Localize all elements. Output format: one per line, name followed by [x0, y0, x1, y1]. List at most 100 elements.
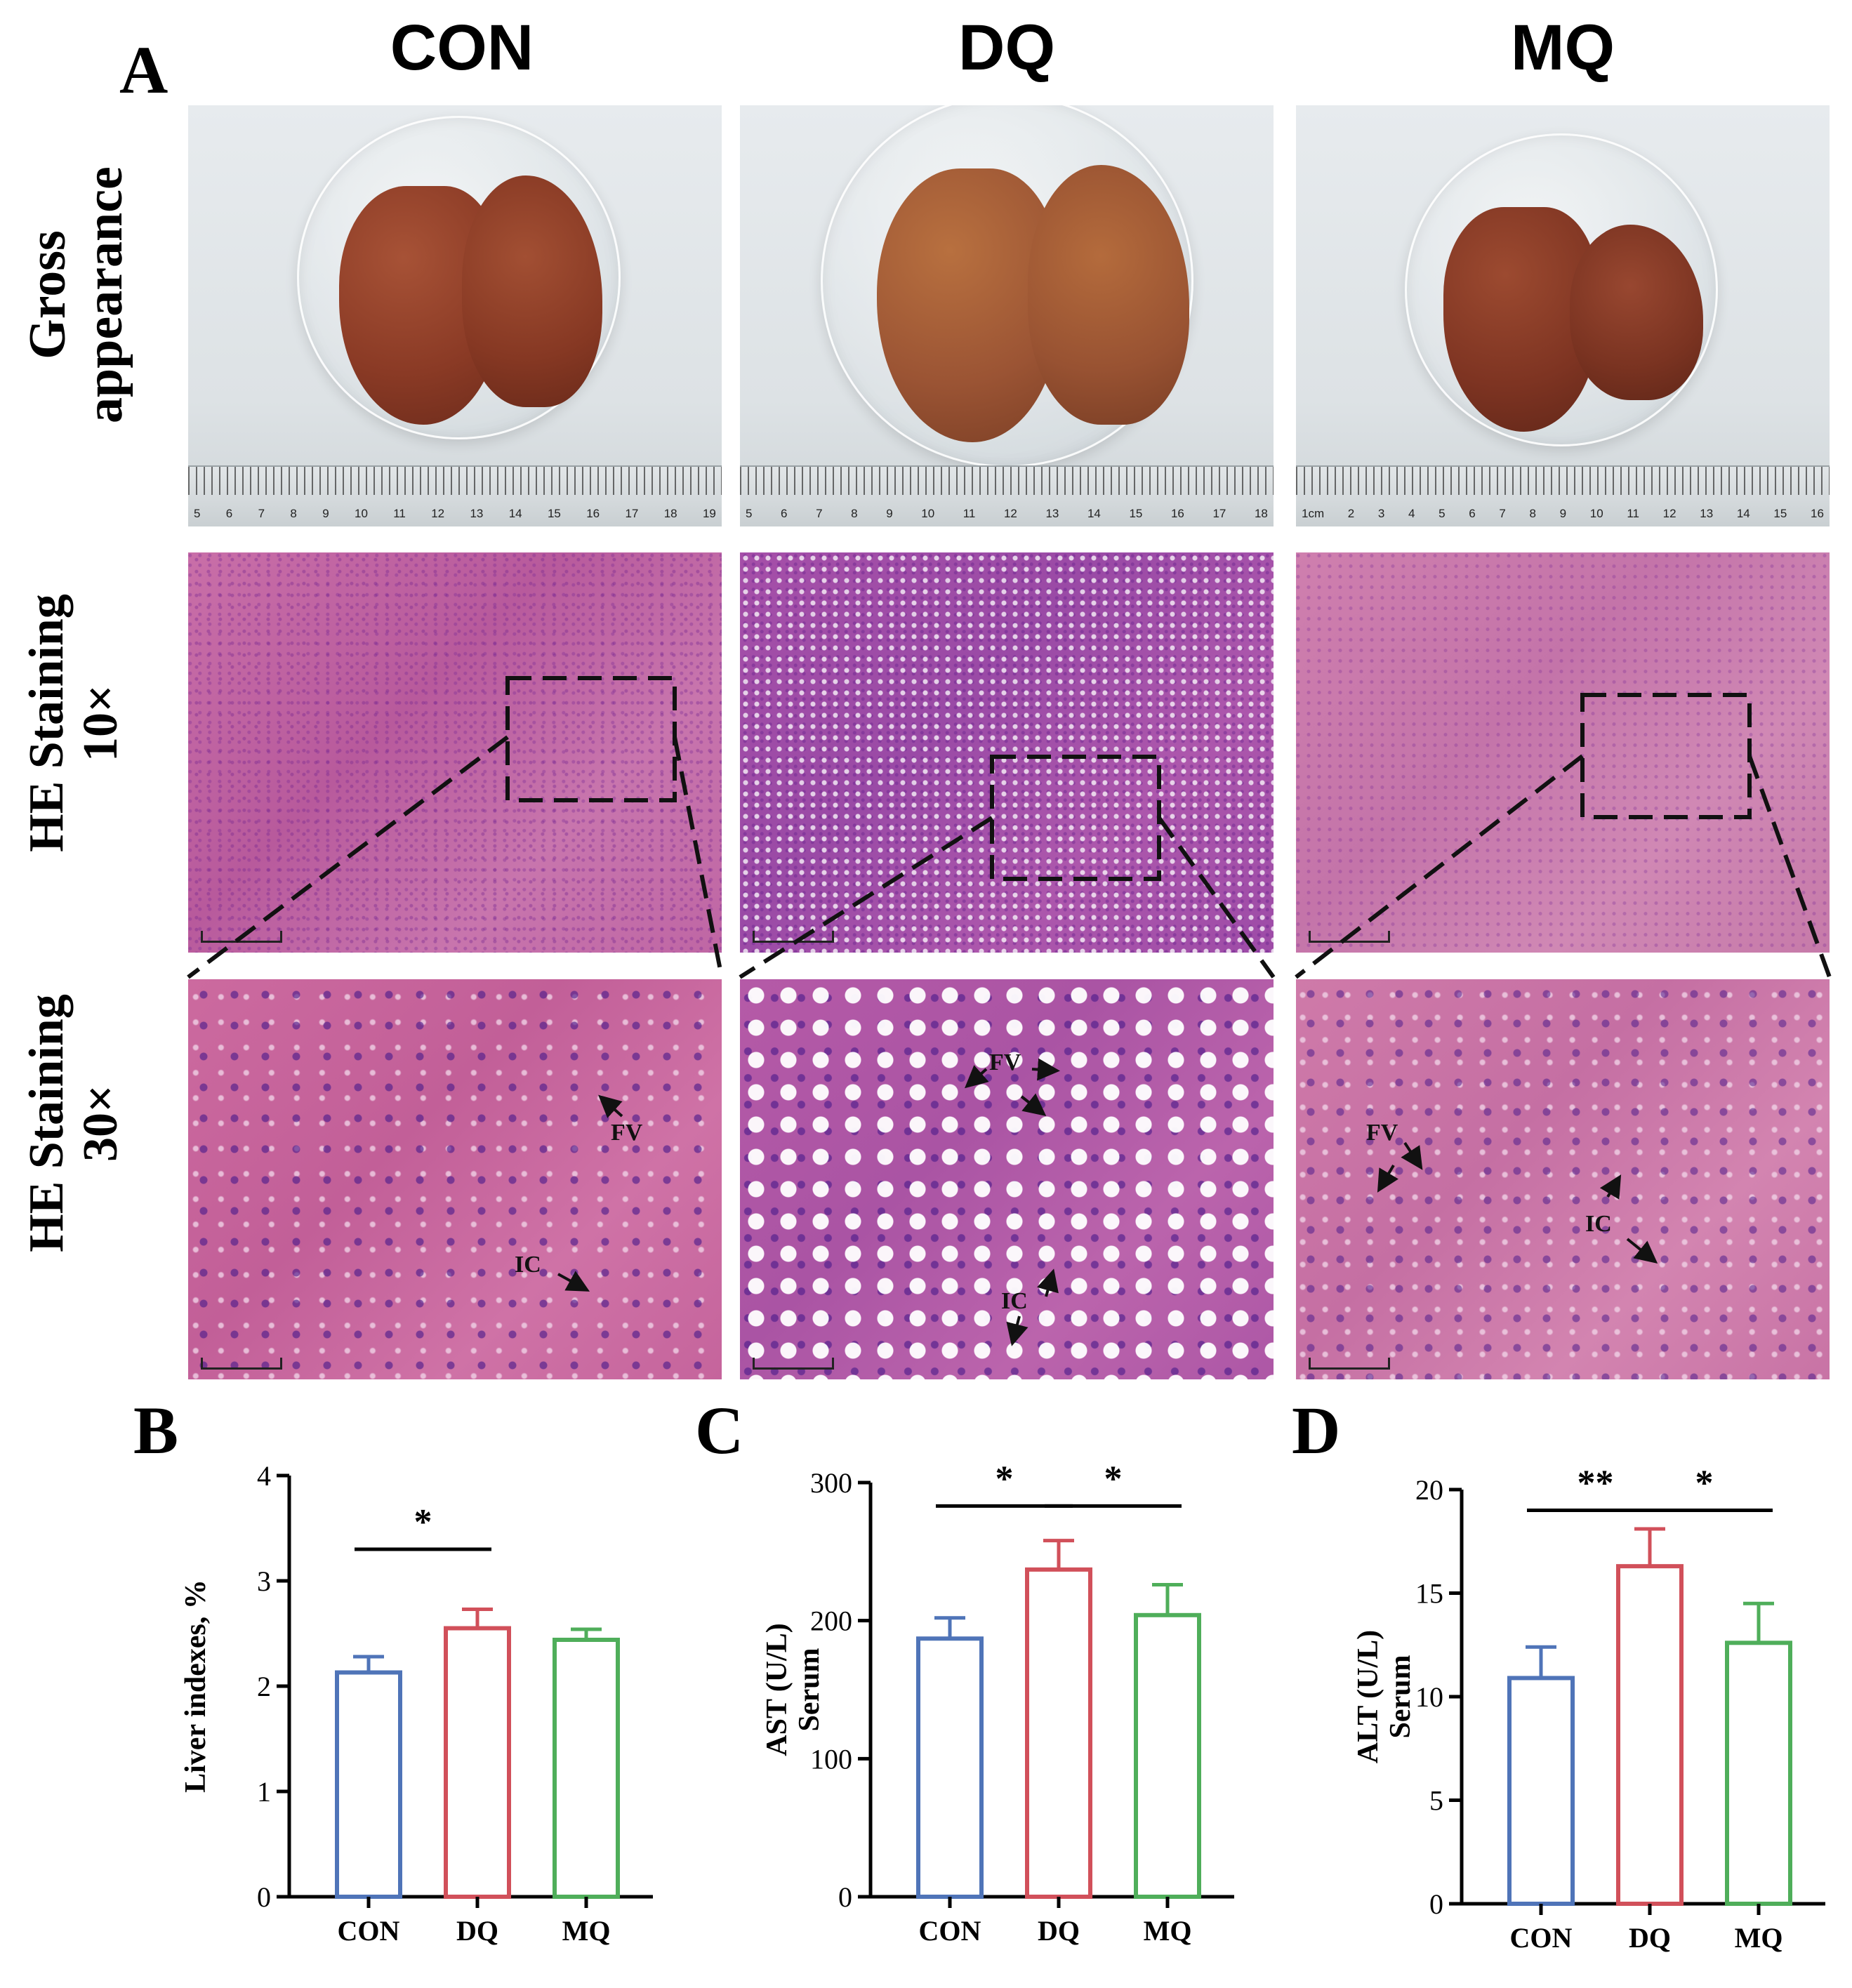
scale-bar: [1309, 931, 1390, 943]
group-title-con: CON: [390, 12, 534, 84]
y-tick-label: 2: [257, 1671, 271, 1702]
liver-lobe: [462, 175, 602, 407]
y-tick-label: 1: [257, 1776, 271, 1808]
ruler-number: 13: [470, 507, 484, 520]
gross-image-dq: 5 6 7 8 9 10 11 12 13 14 15 16 17 18: [740, 105, 1274, 526]
y-tick-label: 3: [257, 1565, 271, 1597]
y-axis-label: Liver indexes, %: [180, 1579, 212, 1793]
zoom-line: [1295, 754, 1584, 979]
scale-bar: [201, 1358, 282, 1370]
gross-image-mq: 1cm 2 3 4 5 6 7 8 9 10 11 12 13 14 15 16: [1296, 105, 1830, 526]
y-tick-label: 10: [1415, 1681, 1443, 1713]
ruler-number: 9: [322, 507, 329, 520]
zoom-line: [1157, 816, 1276, 979]
y-tick-label: 0: [1429, 1888, 1443, 1920]
arrow-ic: [1006, 1316, 1028, 1346]
annotation-ic: IC: [515, 1252, 541, 1278]
arrow-ic: [1626, 1238, 1658, 1264]
ruler-number: 13: [1045, 507, 1059, 520]
ruler-number: 17: [1212, 507, 1226, 520]
bar-con: [335, 1670, 402, 1899]
ruler-number: 1cm: [1302, 507, 1325, 520]
ruler-number: 10: [921, 507, 935, 520]
group-title-dq: DQ: [958, 12, 1055, 84]
ruler-number: 12: [1662, 507, 1676, 520]
he-30x-image-con: FV IC: [188, 979, 722, 1379]
annotation-ic: IC: [1585, 1211, 1612, 1237]
x-tick-label: MQ: [1735, 1922, 1783, 1954]
ruler-number: 14: [508, 507, 522, 520]
chart-c: C 0 100 200 300 AST (U/L) Serum CON DQ MQ * *: [695, 1397, 1234, 1947]
zoom-line: [1747, 755, 1832, 979]
chart-b: B 0 1 2 3 4 Liver indexes, % CON DQ MQ *: [133, 1397, 653, 1947]
ruler-number: 7: [1499, 507, 1506, 520]
arrow-fv: [598, 1094, 623, 1118]
bar-dq: [1025, 1567, 1092, 1899]
ruler-number: 10: [354, 507, 368, 520]
bar-mq: [1134, 1612, 1201, 1899]
arrow-ic: [1599, 1174, 1622, 1200]
ruler-number: 6: [225, 507, 233, 520]
scale-bar: [1309, 1358, 1390, 1370]
arrow-fv: [1401, 1141, 1423, 1170]
x-tick-label: DQ: [1038, 1915, 1080, 1947]
group-title-mq: MQ: [1510, 12, 1615, 84]
arrow-fv: [964, 1065, 989, 1089]
zoom-line: [187, 735, 509, 979]
ruler-number: 10: [1589, 507, 1603, 520]
ruler-number: 15: [1773, 507, 1787, 520]
ruler-number: 15: [547, 507, 561, 520]
ruler-number: 6: [1469, 507, 1476, 520]
panel-letter: B: [133, 1397, 178, 1468]
he-10x-image-dq: [740, 552, 1274, 953]
significance-label: *: [996, 1459, 1014, 1499]
scale-bar: [201, 931, 282, 943]
ruler-numbers: 5 6 7 8 9 10 11 12 13 14 15 16 17 18: [746, 507, 1268, 521]
liver-lobe: [1570, 225, 1703, 400]
ruler: 1cm 2 3 4 5 6 7 8 9 10 11 12 13 14 15 16: [1296, 465, 1830, 526]
y-tick-label: 5: [1429, 1785, 1443, 1817]
zoom-box-dq: [990, 755, 1161, 881]
ruler-number: 5: [1438, 507, 1446, 520]
ruler-number: 11: [393, 507, 406, 520]
bar-dq: [444, 1626, 511, 1899]
ruler-number: 2: [1347, 507, 1355, 520]
bar-mq: [553, 1638, 620, 1899]
arrow-fv: [1377, 1164, 1399, 1193]
arrow-ic: [1037, 1268, 1059, 1297]
zoom-line: [673, 736, 724, 978]
significance-label: *: [414, 1502, 432, 1542]
ruler-number: 13: [1700, 507, 1714, 520]
zoom-box-con: [505, 676, 677, 802]
x-tick-label: DQ: [456, 1915, 498, 1947]
ruler-number: 15: [1129, 507, 1143, 520]
y-tick-label: 20: [1415, 1474, 1443, 1506]
x-tick-label: MQ: [1144, 1915, 1192, 1947]
y-tick-label: 100: [810, 1743, 852, 1775]
panel-a-letter: A: [119, 32, 168, 107]
bar-con: [916, 1636, 984, 1899]
arrow-ic: [557, 1271, 590, 1292]
ruler-number: 7: [258, 507, 265, 520]
y-axis-label-2: Serum: [793, 1648, 826, 1732]
ruler-number: 8: [851, 507, 858, 520]
annotation-fv: FV: [611, 1120, 643, 1146]
ruler-number: 18: [1254, 507, 1268, 520]
ruler-number: 9: [886, 507, 893, 520]
annotation-fv: FV: [989, 1049, 1021, 1075]
zoom-box-mq: [1580, 693, 1752, 819]
he-30x-image-dq: FV IC: [740, 979, 1274, 1379]
ruler-number: 17: [625, 507, 639, 520]
gross-image-con: 5 6 7 8 9 10 11 12 13 14 15 16 17 18 19: [188, 105, 722, 526]
ruler-numbers: 1cm 2 3 4 5 6 7 8 9 10 11 12 13 14 15 16: [1302, 507, 1824, 521]
he-10x-image-con: [188, 552, 722, 953]
ruler: 5 6 7 8 9 10 11 12 13 14 15 16 17 18 19: [188, 465, 722, 526]
y-tick-label: 0: [838, 1881, 852, 1913]
x-tick-label: CON: [338, 1915, 400, 1947]
y-axis-label: ALT (U/L): [1352, 1630, 1384, 1763]
ruler-number: 4: [1408, 507, 1415, 520]
y-axis-label: AST (U/L): [761, 1623, 793, 1756]
ruler-number: 11: [1627, 507, 1640, 520]
